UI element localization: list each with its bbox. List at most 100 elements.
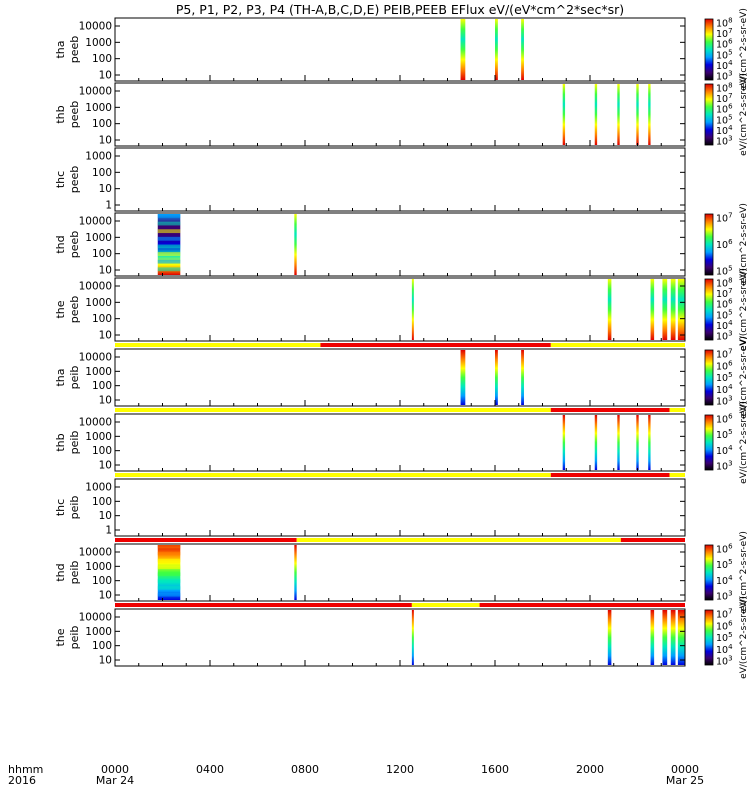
y-axis-label-probe: tha <box>54 368 67 386</box>
spectrogram-column <box>677 279 685 340</box>
colorbar-tick-label: 106 <box>716 238 733 251</box>
colorbar-tick-label: 107 <box>716 92 733 105</box>
y-axis-label-probe: tha <box>54 40 67 58</box>
spectrogram-column <box>521 350 524 405</box>
colorbar-label: eV/(cm^2-s-sr-eV) <box>739 336 749 419</box>
colorbar-label: eV/(cm^2-s-sr-eV) <box>739 268 749 351</box>
spectrogram-column <box>670 610 676 665</box>
y-tick-label: 10000 <box>79 417 112 429</box>
panel-frame <box>114 478 686 537</box>
colorbar-tick-label: 105 <box>716 558 733 571</box>
x-tick-sublabel: Mar 24 <box>96 774 134 787</box>
spectrogram-column <box>495 350 498 405</box>
spectrogram-column <box>648 415 651 470</box>
colorbar-label: eV/(cm^2-s-sr-eV) <box>739 73 749 156</box>
y-tick-label: 10 <box>99 330 112 342</box>
y-tick-label: 1000 <box>85 561 112 573</box>
y-axis-label-probe: the <box>54 300 67 318</box>
spectrogram-column <box>294 214 297 275</box>
y-tick-label: 1 <box>105 525 112 537</box>
chart-title: P5, P1, P2, P3, P4 (TH-A,B,C,D,E) PEIB,P… <box>176 2 624 17</box>
colorbar <box>704 18 714 81</box>
colorbar-tick-label: 105 <box>716 113 733 126</box>
colorbar <box>704 83 714 146</box>
panel-frame <box>114 608 686 667</box>
y-tick-label: 100 <box>92 575 112 587</box>
y-tick-label: 10000 <box>79 281 112 293</box>
colorbar-label: eV/(cm^2-s-sr-eV) <box>739 596 749 679</box>
status-bar-segment <box>550 408 670 412</box>
colorbar-tick-label: 108 <box>716 17 733 30</box>
y-axis-label-instrument: peeb <box>68 231 81 259</box>
spectrogram-column <box>677 610 685 665</box>
colorbar-tick-label: 104 <box>716 383 733 396</box>
panel-frame <box>114 212 686 277</box>
colorbar-tick-label: 107 <box>716 287 733 300</box>
x-tick-label: 0000 <box>101 763 129 776</box>
colorbar-tick-label: 103 <box>716 395 733 408</box>
panel-frame <box>114 82 686 147</box>
colorbar-tick-label: 104 <box>716 643 733 656</box>
y-tick-label: 1000 <box>85 232 112 244</box>
spectrogram-column <box>662 279 668 340</box>
y-tick-label: 1000 <box>85 37 112 49</box>
colorbar-tick-label: 104 <box>716 59 733 72</box>
spectrogram-column <box>617 415 620 470</box>
y-tick-label: 100 <box>92 640 112 652</box>
colorbar-tick-label: 103 <box>716 70 733 83</box>
colorbar-tick-label: 108 <box>716 82 733 95</box>
colorbar-tick-label: 106 <box>716 413 733 426</box>
colorbar-tick-label: 105 <box>716 371 733 384</box>
colorbar-tick-label: 106 <box>716 543 733 556</box>
y-tick-label: 1000 <box>85 431 112 443</box>
colorbar <box>704 544 714 601</box>
colorbar-tick-label: 104 <box>716 319 733 332</box>
y-tick-label: 10000 <box>79 547 112 559</box>
status-bar-segment <box>550 473 670 477</box>
panel-frame <box>114 17 686 82</box>
y-axis-label-probe: thc <box>54 499 67 516</box>
spectrogram-texture <box>157 252 181 256</box>
panel-frame <box>114 543 686 602</box>
colorbar-tick-label: 106 <box>716 359 733 372</box>
status-bar-segment <box>115 603 412 607</box>
y-tick-label: 1000 <box>85 482 112 494</box>
colorbar-tick-label: 106 <box>716 619 733 632</box>
y-tick-label: 10 <box>99 655 112 667</box>
panel-frame <box>114 277 686 342</box>
colorbar-tick-label: 104 <box>716 574 733 587</box>
spectrogram-column <box>460 350 466 405</box>
status-bar-segment <box>320 343 551 347</box>
spectrogram-column <box>562 84 566 145</box>
y-tick-label: 10000 <box>79 352 112 364</box>
spectrogram-column <box>648 84 651 145</box>
spectrogram-texture <box>157 572 181 576</box>
y-tick-label: 10000 <box>79 216 112 228</box>
y-tick-label: 100 <box>92 496 112 508</box>
colorbar-tick-label: 106 <box>716 298 733 311</box>
colorbar-tick-label: 104 <box>716 444 733 457</box>
colorbar-tick-label: 105 <box>716 428 733 441</box>
status-bar-segment <box>479 603 685 607</box>
status-bar-segment <box>620 538 685 542</box>
spectrogram-column <box>521 19 524 80</box>
colorbar <box>704 609 714 666</box>
spectrogram-texture <box>157 551 181 556</box>
y-tick-label: 100 <box>92 380 112 392</box>
colorbar-tick-label: 107 <box>716 27 733 40</box>
spectrogram-column <box>617 84 620 145</box>
spectrogram-column <box>650 610 655 665</box>
spectrogram-texture <box>157 244 181 249</box>
x-tick-sublabel: Mar 25 <box>666 774 704 787</box>
panel-thb-peib: 10000 1000 100 10 thb peib 106 105 104 103 eV/(cm^… <box>54 401 749 484</box>
colorbar <box>704 349 714 406</box>
spectrogram-column <box>411 610 414 665</box>
y-tick-label: 10 <box>99 510 112 522</box>
x-tick-label: 1200 <box>386 763 414 776</box>
y-axis-label-instrument: peeb <box>68 101 81 129</box>
